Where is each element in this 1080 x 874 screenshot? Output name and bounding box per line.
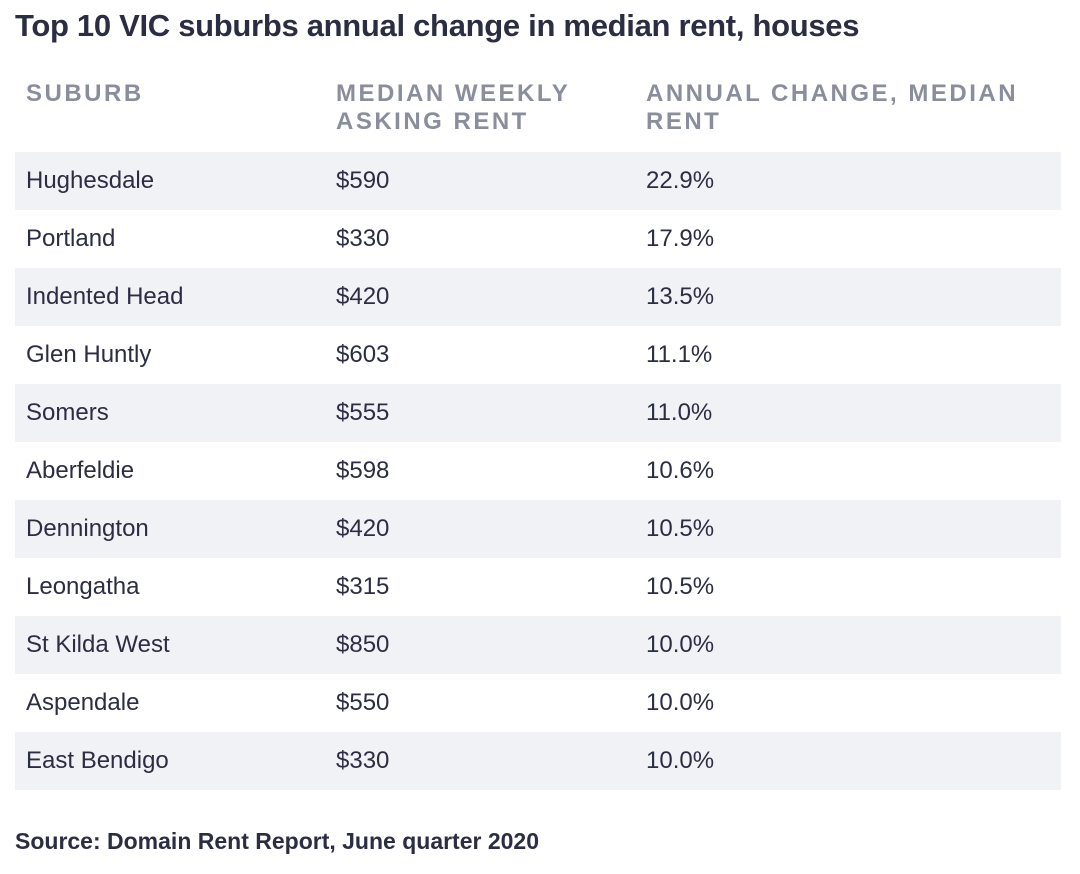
cell-suburb: Portland [26,225,116,252]
cell-suburb: Aspendale [26,689,140,716]
table-title: Top 10 VIC suburbs annual change in medi… [15,8,860,43]
cell-rent: $315 [336,573,390,600]
cell-change: 10.6% [646,457,715,484]
table-row: East Bendigo $330 10.0% [15,732,1061,790]
table-row: Aberfeldie $598 10.6% [15,442,1061,500]
cell-suburb: Aberfeldie [26,457,135,484]
cell-suburb: Indented Head [26,283,184,310]
table-row: Glen Huntly $603 11.1% [15,326,1061,384]
cell-rent: $590 [336,167,390,194]
cell-change: 11.1% [646,341,713,368]
table-row: Leongatha $315 10.5% [15,558,1061,616]
cell-suburb: East Bendigo [26,747,169,774]
source-note: Source: Domain Rent Report, June quarter… [15,828,540,854]
cell-suburb: Hughesdale [26,167,155,194]
cell-change: 22.9% [646,167,715,194]
cell-change: 10.5% [646,573,715,600]
cell-change: 10.0% [646,689,715,716]
cell-suburb: Glen Huntly [26,341,152,368]
table-row: St Kilda West $850 10.0% [15,616,1061,674]
cell-rent: $420 [336,515,390,542]
cell-change: 17.9% [646,225,715,252]
cell-rent: $330 [336,747,390,774]
table-row: Hughesdale $590 22.9% [15,152,1061,210]
cell-suburb: St Kilda West [26,631,170,658]
table-row: Indented Head $420 13.5% [15,268,1061,326]
table-row: Aspendale $550 10.0% [15,674,1061,732]
table-row: Portland $330 17.9% [15,210,1061,268]
table-header-row: SUBURB MEDIAN WEEKLY ASKING RENT ANNUAL … [15,80,1061,152]
cell-suburb: Dennington [26,515,149,542]
column-header-rent: MEDIAN WEEKLY ASKING RENT [336,80,570,135]
cell-rent: $850 [336,631,390,658]
table-row: Dennington $420 10.5% [15,500,1061,558]
cell-rent: $550 [336,689,390,716]
cell-rent: $420 [336,283,390,310]
table-row: Somers $555 11.0% [15,384,1061,442]
cell-suburb: Somers [26,399,109,426]
cell-suburb: Leongatha [26,573,140,600]
rent-table: SUBURB MEDIAN WEEKLY ASKING RENT ANNUAL … [15,80,1061,790]
column-header-suburb: SUBURB [26,80,144,107]
cell-change: 11.0% [646,399,713,426]
cell-rent: $330 [336,225,390,252]
cell-change: 10.0% [646,631,715,658]
cell-rent: $603 [336,341,390,368]
cell-change: 10.5% [646,515,715,542]
cell-rent: $598 [336,457,390,484]
column-header-change: ANNUAL CHANGE, MEDIAN RENT [646,80,1019,135]
cell-change: 13.5% [646,283,715,310]
cell-change: 10.0% [646,747,715,774]
cell-rent: $555 [336,399,390,426]
